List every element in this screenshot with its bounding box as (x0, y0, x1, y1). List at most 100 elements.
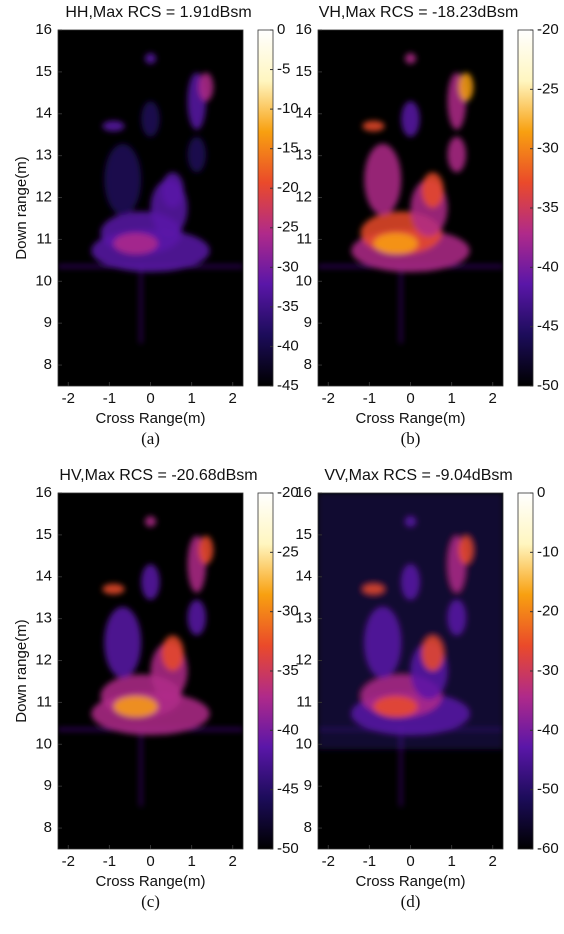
speckle (421, 172, 444, 208)
speckle (404, 53, 417, 64)
colorbar-tick-label: -40 (277, 721, 299, 738)
speckle (102, 583, 125, 595)
panel-title: VH,Max RCS = -18.23dBsm (319, 4, 519, 21)
speckle (161, 172, 184, 208)
speckle (187, 599, 206, 636)
y-tick-label: 9 (44, 314, 52, 331)
x-tick-label: 2 (229, 390, 237, 407)
colorbar-tick-label: -20 (537, 603, 559, 620)
colorbar-tick-label: -25 (537, 80, 559, 97)
colorbar-tick-label: -20 (277, 484, 299, 501)
speckle (113, 695, 158, 718)
heatmap-image (318, 493, 503, 807)
speckle (113, 232, 158, 255)
y-tick-label: 10 (295, 735, 312, 752)
panel-title: VV,Max RCS = -9.04dBsm (324, 467, 512, 484)
y-tick-label: 11 (296, 230, 312, 247)
colorbar-tick-label: -15 (277, 140, 299, 157)
x-tick-label: 0 (406, 390, 414, 407)
y-tick-label: 12 (295, 188, 312, 205)
y-tick-label: 14 (295, 105, 312, 122)
x-tick-label: -2 (62, 390, 75, 407)
speckle (373, 232, 418, 255)
x-tick-label: 0 (406, 853, 414, 870)
y-tick-label: 16 (35, 484, 52, 501)
x-tick-label: -1 (363, 853, 376, 870)
speckle (458, 72, 474, 102)
speckle (364, 143, 402, 216)
speckle (161, 635, 184, 671)
y-tick-label: 12 (35, 188, 52, 205)
panel-title: HH,Max RCS = 1.91dBsm (65, 4, 251, 21)
caption: (b) (401, 429, 421, 448)
speckle (401, 101, 420, 137)
colorbar-tick-label: -40 (537, 721, 559, 738)
y-tick-label: 16 (295, 484, 312, 501)
x-axis-label: Cross Range(m) (95, 873, 205, 890)
x-axis-label: Cross Range(m) (355, 410, 465, 427)
y-tick-label: 9 (304, 314, 312, 331)
y-tick-label: 14 (35, 568, 52, 585)
x-tick-label: 1 (447, 390, 455, 407)
speckle (362, 120, 385, 132)
y-tick-label: 16 (295, 21, 312, 38)
y-axis-label: Down range(m) (13, 156, 30, 259)
x-tick-label: 1 (447, 853, 455, 870)
heatmap-image (318, 53, 503, 344)
speckle (458, 535, 474, 565)
x-axis-label: Cross Range(m) (355, 873, 465, 890)
y-tick-label: 15 (295, 526, 312, 543)
y-axis-label: Down range(m) (13, 619, 30, 722)
colorbar-tick-label: -35 (537, 199, 559, 216)
tail (399, 727, 403, 807)
speckle (144, 53, 157, 64)
y-tick-label: 13 (35, 147, 52, 164)
caption: (a) (141, 429, 160, 448)
y-tick-label: 10 (295, 272, 312, 289)
y-tick-label: 11 (296, 693, 312, 710)
panel-title: HV,Max RCS = -20.68dBsm (59, 467, 257, 484)
colorbar (257, 29, 274, 387)
speckle (198, 72, 214, 102)
speckle (187, 136, 206, 173)
speckle (401, 564, 420, 600)
x-tick-label: 2 (489, 390, 497, 407)
colorbar-tick-label: -30 (537, 140, 559, 157)
tail (139, 264, 143, 344)
y-tick-label: 8 (304, 356, 312, 373)
y-tick-label: 10 (35, 272, 52, 289)
x-tick-label: 0 (146, 853, 154, 870)
x-axis-label: Cross Range(m) (95, 410, 205, 427)
colorbar-tick-label: -30 (277, 258, 299, 275)
y-tick-label: 12 (35, 651, 52, 668)
y-tick-label: 8 (44, 356, 52, 373)
colorbar-tick-label: -45 (277, 781, 299, 798)
y-tick-label: 8 (304, 819, 312, 836)
y-tick-label: 15 (35, 526, 52, 543)
colorbar-tick-label: -30 (277, 603, 299, 620)
y-tick-label: 8 (44, 819, 52, 836)
speckle (198, 535, 214, 565)
colorbar-tick-label: -25 (277, 543, 299, 560)
colorbar-tick-label: -30 (537, 662, 559, 679)
colorbar-tick-label: -50 (277, 840, 299, 857)
x-tick-label: 2 (229, 853, 237, 870)
caption: (d) (401, 892, 421, 911)
colorbar-tick-label: -50 (537, 377, 559, 394)
colorbar-tick-label: -5 (277, 61, 290, 78)
x-tick-label: 0 (146, 390, 154, 407)
y-tick-label: 11 (36, 693, 52, 710)
y-tick-label: 15 (295, 63, 312, 80)
colorbar-tick-label: -10 (277, 100, 299, 117)
y-tick-label: 13 (295, 610, 312, 627)
speckle (447, 136, 466, 173)
speckle (141, 101, 160, 137)
x-tick-label: 1 (187, 390, 195, 407)
speckle (447, 599, 466, 636)
heatmap-image (58, 53, 243, 344)
y-tick-label: 13 (35, 610, 52, 627)
y-tick-label: 13 (295, 147, 312, 164)
x-tick-label: -1 (103, 853, 116, 870)
x-tick-label: -2 (322, 390, 335, 407)
